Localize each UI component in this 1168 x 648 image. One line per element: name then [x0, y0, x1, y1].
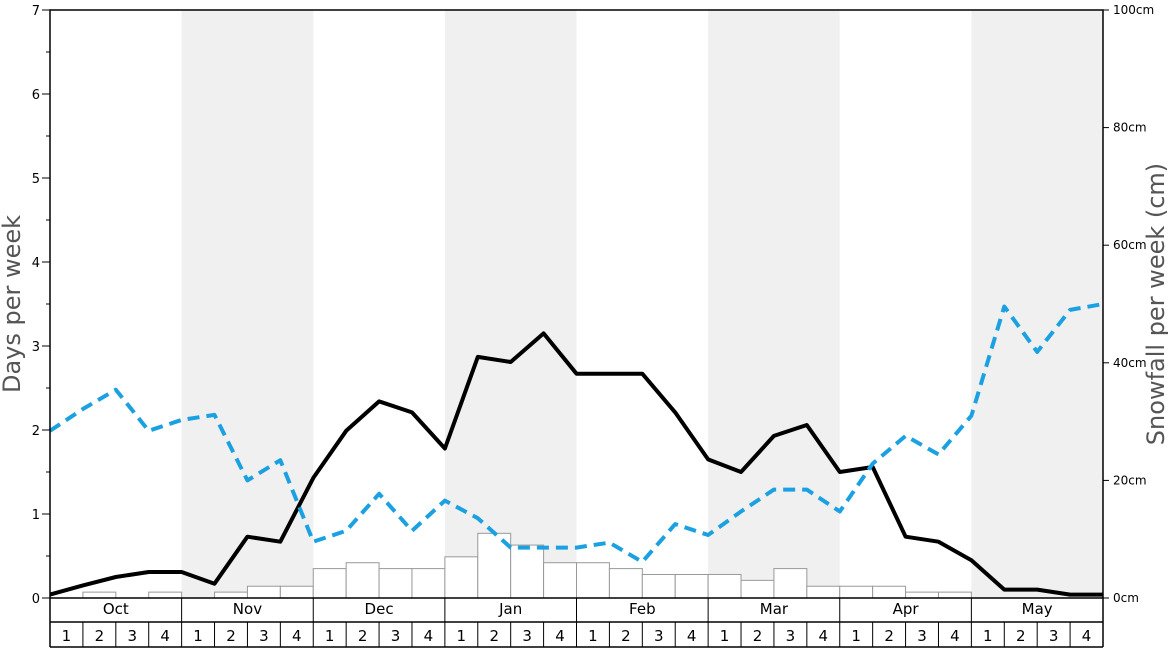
snowfall-bar: [773, 568, 808, 599]
dashed-series-line: [48, 302, 1104, 564]
solid-series-line: [49, 331, 1103, 597]
month-shading: [181, 10, 1103, 598]
month-label-mar: Mar: [760, 600, 789, 618]
week-label: 2: [95, 627, 105, 645]
week-label: 4: [1082, 627, 1092, 645]
right-tick-label: 80cm: [1113, 121, 1147, 135]
right-axis-label: Snowfall per week (cm): [1142, 163, 1168, 445]
month-shade-jan: [444, 10, 577, 598]
week-label: 1: [851, 627, 861, 645]
snowfall-bar: [641, 573, 676, 599]
week-label: 1: [62, 627, 72, 645]
snowfall-bar: [740, 579, 775, 599]
month-shade-nov: [181, 10, 314, 598]
right-tick-label: 100cm: [1113, 3, 1154, 17]
week-label: 4: [950, 627, 960, 645]
right-tick-label: 40cm: [1113, 356, 1147, 370]
left-tick-label: 1: [32, 508, 40, 523]
month-shade-mar: [708, 10, 840, 598]
month-label-feb: Feb: [629, 600, 656, 618]
week-label: 4: [687, 627, 697, 645]
snowfall-bar: [411, 568, 446, 599]
week-label: 2: [884, 627, 894, 645]
left-tick-label: 4: [32, 256, 40, 271]
snowfall-bar: [872, 585, 907, 599]
week-label: 2: [753, 627, 763, 645]
day-lines: [48, 302, 1104, 597]
week-label: 4: [292, 627, 302, 645]
week-label: 4: [555, 627, 565, 645]
month-axis: Oct Nov Dec Jan Feb Mar Apr May 1 2 3 4 1 2 3 4 1 2 3 4 1 2 3 4…: [49, 598, 1104, 648]
snowfall-bar: [279, 585, 314, 599]
week-label: 2: [1016, 627, 1026, 645]
snowfall-bar: [543, 562, 577, 599]
week-label: 1: [983, 627, 993, 645]
left-tick-label: 2: [32, 424, 40, 439]
week-label: 2: [621, 627, 631, 645]
snowfall-bar: [707, 573, 742, 599]
snowfall-bar: [806, 585, 841, 599]
snowfall-bar: [608, 568, 643, 599]
month-label-dec: Dec: [365, 600, 394, 618]
snowfall-bar: [674, 573, 709, 599]
week-label: 2: [489, 627, 499, 645]
week-label: 2: [358, 627, 368, 645]
week-label: 3: [127, 627, 137, 645]
snowfall-bar: [444, 556, 479, 599]
snowfall-bar: [510, 544, 545, 599]
month-shade-may: [971, 10, 1103, 598]
week-label: 3: [259, 627, 269, 645]
snowfall-bar: [345, 562, 380, 599]
left-tick-label: 0: [32, 592, 40, 607]
week-label: 1: [588, 627, 598, 645]
month-label-nov: Nov: [233, 600, 262, 618]
month-label-jan: Jan: [498, 600, 522, 618]
right-axis: 0cm 20cm 40cm 60cm 80cm 100cm: [1103, 3, 1154, 605]
week-label: 3: [1049, 627, 1059, 645]
week-label: 3: [522, 627, 532, 645]
left-tick-label: 7: [32, 4, 40, 19]
week-label: 4: [160, 627, 170, 645]
snowfall-bar: [214, 591, 248, 599]
snowfall-bar: [246, 585, 281, 599]
left-tick-label: 3: [32, 340, 40, 355]
week-label: 4: [819, 627, 829, 645]
snowfall-bars: [82, 532, 972, 599]
week-label: 3: [917, 627, 927, 645]
month-label-apr: Apr: [893, 600, 920, 618]
snowfall-bar: [378, 568, 413, 599]
month-label-oct: Oct: [103, 600, 129, 618]
month-label-may: May: [1022, 600, 1053, 618]
left-tick-label: 5: [32, 172, 40, 187]
week-label: 3: [654, 627, 664, 645]
right-tick-label: 0cm: [1113, 591, 1139, 605]
week-label: 3: [786, 627, 796, 645]
week-label: 2: [226, 627, 236, 645]
right-tick-label: 20cm: [1113, 473, 1147, 487]
left-tick-label: 6: [32, 88, 40, 103]
snowfall-bar: [576, 562, 610, 599]
week-label: 4: [424, 627, 434, 645]
snowfall-bar: [148, 591, 183, 599]
week-label: 3: [391, 627, 401, 645]
left-axis: 0 1 2 3 4 5 6 7: [32, 4, 50, 607]
week-label: 1: [193, 627, 203, 645]
snowfall-bar: [312, 568, 347, 599]
week-label: 1: [720, 627, 730, 645]
snowfall-bar: [839, 585, 874, 599]
snowfall-bar: [905, 591, 939, 599]
week-label: 1: [457, 627, 467, 645]
snowfall-bar: [82, 591, 117, 599]
snowfall-bar: [937, 591, 972, 599]
right-tick-label: 60cm: [1113, 238, 1147, 252]
left-axis-label: Days per week: [0, 215, 26, 393]
week-label: 1: [325, 627, 335, 645]
